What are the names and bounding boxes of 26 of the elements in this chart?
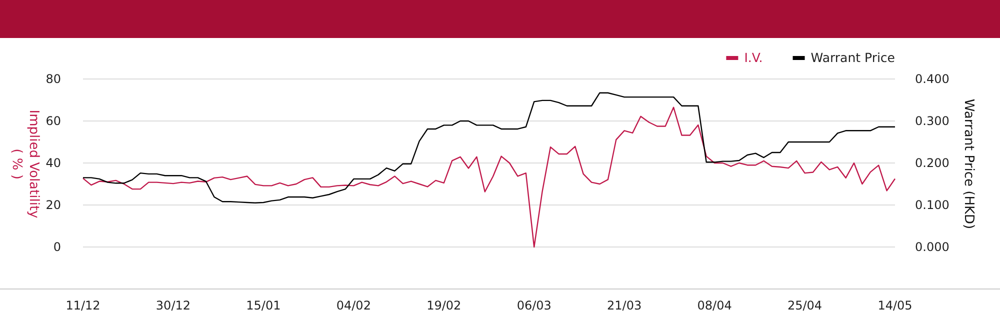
line-series	[82, 92, 896, 204]
y-axis-title: Implied Volatility ( % )	[9, 110, 41, 219]
y2-axis-title: Warrant Price (HKD)	[961, 98, 976, 230]
line-series	[82, 106, 896, 248]
x-tick-label: 15/01	[246, 298, 281, 313]
x-tick-label: 06/03	[516, 298, 552, 313]
x-tick-label: 08/04	[697, 298, 732, 313]
y-tick-label: 0	[53, 240, 61, 254]
y2-tick-label: 0.100	[915, 198, 950, 212]
y-tick-label: 60	[46, 114, 61, 128]
x-tick-label: 19/02	[426, 298, 462, 313]
y-tick-label: 40	[46, 156, 61, 170]
y2-tick-label: 0.000	[915, 240, 950, 254]
x-tick-label: 25/04	[787, 298, 822, 313]
y2-tick-label: 0.400	[915, 72, 950, 86]
x-tick-label: 30/12	[156, 298, 191, 313]
y2-tick-label: 0.300	[915, 114, 950, 128]
legend-label: I.V.	[744, 50, 763, 65]
x-tick-label: 14/05	[878, 298, 912, 313]
x-tick-label: 11/12	[66, 298, 100, 313]
y-tick-label: 80	[46, 72, 61, 86]
legend-label: Warrant Price	[810, 50, 896, 65]
y2-tick-label: 0.200	[915, 156, 950, 170]
x-tick-label: 04/02	[336, 298, 371, 313]
y-tick-label: 20	[46, 198, 61, 212]
x-tick-label: 21/03	[607, 298, 642, 313]
